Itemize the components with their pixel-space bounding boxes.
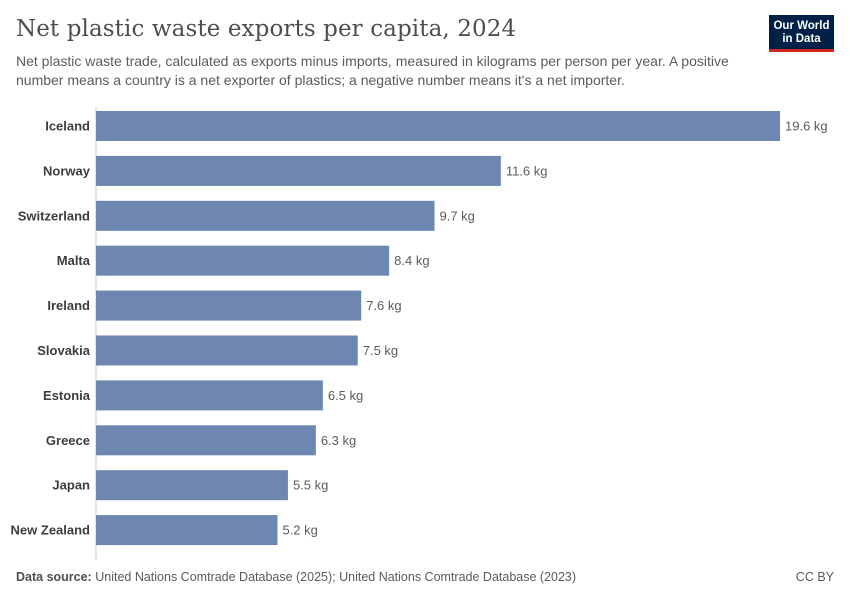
value-label: 6.3 kg [321,433,356,448]
category-label: Slovakia [37,343,91,358]
category-label: Malta [57,253,91,268]
bar[interactable] [96,111,780,141]
value-label: 19.6 kg [785,119,828,134]
category-label: Greece [46,433,90,448]
value-label: 6.5 kg [328,388,363,403]
category-label: Switzerland [18,208,90,223]
chart-title: Net plastic waste exports per capita, 20… [16,16,517,42]
bar[interactable] [96,380,323,411]
value-label: 8.4 kg [394,253,429,268]
value-label: 5.2 kg [282,523,317,538]
owid-logo[interactable]: Our World in Data [769,15,834,52]
license-link[interactable]: CC BY [795,570,834,584]
bar[interactable] [96,470,288,501]
bar[interactable] [96,515,278,546]
bar[interactable] [96,290,362,321]
bar[interactable] [96,200,435,231]
category-label: Ireland [47,298,90,313]
value-label: 7.6 kg [366,298,401,313]
value-label: 11.6 kg [506,163,548,178]
chart-subtitle: Net plastic waste trade, calculated as e… [16,53,729,88]
value-label: 5.5 kg [293,478,328,493]
bar[interactable] [96,335,358,366]
logo-line-2: in Data [782,33,821,45]
bar[interactable] [96,245,390,276]
category-label: Japan [52,478,90,493]
category-label: Estonia [43,388,91,403]
footer-source: Data source: United Nations Comtrade Dat… [16,570,576,584]
category-label: New Zealand [11,523,91,538]
value-label: 9.7 kg [440,208,475,223]
bar[interactable] [96,425,316,456]
category-label: Iceland [45,119,90,134]
category-label: Norway [43,163,91,178]
source-label: Data source: [16,570,92,584]
bar[interactable] [96,155,501,186]
source-text[interactable]: United Nations Comtrade Database (2025);… [95,570,577,584]
value-label: 7.5 kg [363,343,398,358]
logo-line-1: Our World [773,20,830,32]
